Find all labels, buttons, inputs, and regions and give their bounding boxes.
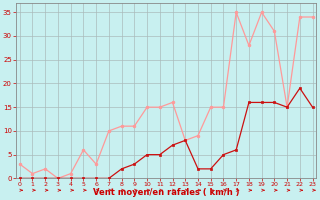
X-axis label: Vent moyen/en rafales ( km/h ): Vent moyen/en rafales ( km/h )	[93, 188, 239, 197]
